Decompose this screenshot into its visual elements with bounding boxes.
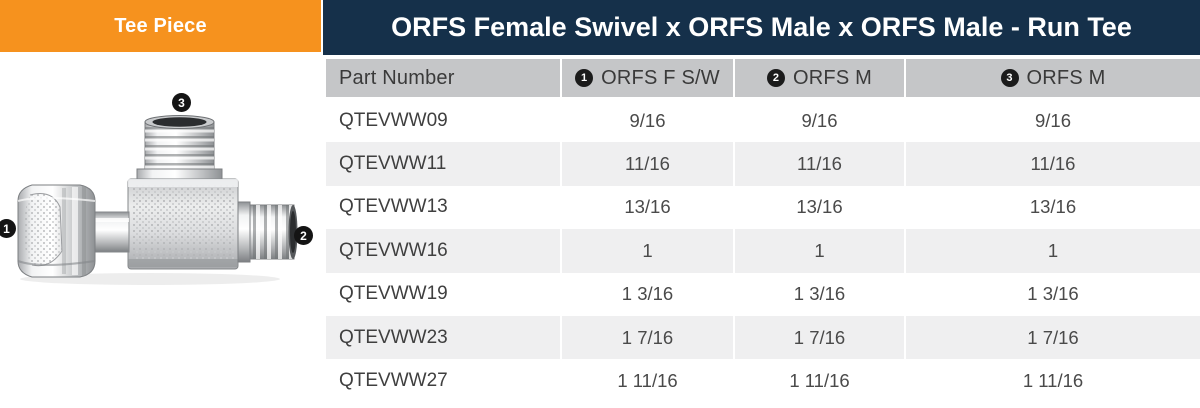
table-row: QTEVWW27 1 11/16 1 11/16 1 11/16 [326,359,1200,403]
size-cell: 1 [562,229,733,273]
size-cell: 11/16 [906,142,1200,186]
column-header-orfs-m-3: 3 ORFS M [906,59,1200,97]
size-cell: 1 [906,229,1200,273]
size-table-body: QTEVWW09 9/16 9/16 9/16 QTEVWW11 11/16 11/16 11… [326,99,1200,403]
size-cell: 13/16 [735,185,904,230]
column-header-label: ORFS M [1026,66,1106,89]
callout-2-male: 2 [294,226,313,245]
callout-1-female-swivel: 1 [0,219,16,238]
size-cell: 1 7/16 [735,315,904,360]
circled-number-1-icon: 1 [575,69,594,87]
part-number-cell: QTEVWW23 [326,315,560,360]
size-cell: 13/16 [562,185,733,230]
column-header-orfs-m-2: 2 ORFS M [735,59,904,97]
size-cell: 9/16 [735,99,904,143]
part-number-cell: QTEVWW11 [326,142,560,186]
size-cell: 11/16 [735,142,904,186]
part-number-cell: QTEVWW27 [326,359,560,403]
size-cell: 1 11/16 [735,359,904,403]
size-cell: 13/16 [906,185,1200,230]
table-row: QTEVWW23 1 7/16 1 7/16 1 7/16 [326,315,1200,360]
size-table-header: Part Number 1 ORFS F S/W 2 ORFS M 3 ORFS… [326,59,1200,97]
column-header-label: Part Number [339,66,455,89]
size-cell: 1 [735,229,904,273]
size-cell: 1 11/16 [906,359,1200,403]
product-image-panel: 1 2 3 [0,55,323,403]
table-row: QTEVWW11 11/16 11/16 11/16 [326,142,1200,186]
table-row: QTEVWW16 1 1 1 [326,229,1200,273]
part-number-cell: QTEVWW13 [326,185,560,230]
part-number-cell: QTEVWW19 [326,272,560,316]
size-cell: 9/16 [906,99,1200,143]
column-header-label: ORFS F S/W [601,66,720,89]
column-header-orfs-fsw: 1 ORFS F S/W [562,59,733,97]
product-title-bar: ORFS Female Swivel x ORFS Male x ORFS Ma… [323,0,1200,55]
column-header-label: ORFS M [793,66,872,89]
circled-number-3-icon: 3 [1000,69,1019,87]
category-banner-label: Tee Piece [114,14,207,37]
category-banner: Tee Piece [0,0,321,52]
part-number-cell: QTEVWW09 [326,99,560,143]
size-cell: 9/16 [562,99,733,143]
table-row: QTEVWW19 1 3/16 1 3/16 1 3/16 [326,272,1200,316]
size-cell: 1 7/16 [906,315,1200,360]
circled-number-2-icon: 2 [767,69,785,87]
product-title: ORFS Female Swivel x ORFS Male x ORFS Ma… [391,12,1132,42]
part-number-cell: QTEVWW16 [326,229,560,273]
callout-3-male: 3 [172,93,191,112]
size-cell: 11/16 [562,142,733,186]
table-row: QTEVWW13 13/16 13/16 13/16 [326,185,1200,230]
size-cell: 1 3/16 [562,272,733,316]
size-cell: 1 3/16 [735,272,904,316]
tee-fitting-image [17,115,298,285]
size-cell: 1 3/16 [906,272,1200,316]
size-cell: 1 11/16 [562,359,733,403]
table-row: QTEVWW09 9/16 9/16 9/16 [326,99,1200,143]
column-header-part-number: Part Number [326,59,560,97]
size-cell: 1 7/16 [562,315,733,360]
